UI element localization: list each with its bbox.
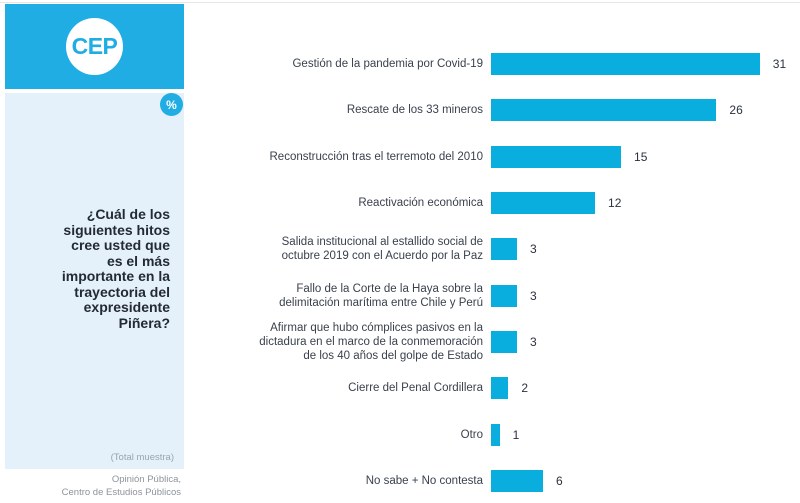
chart-row: No sabe + No contesta 6: [200, 469, 800, 492]
bar-chart: Gestión de la pandemia por Covid-19 31 R…: [200, 0, 800, 503]
bar-label: Afirmar que hubo cómplices pasivos en la…: [259, 321, 483, 362]
cep-logo-circle: CEP: [66, 18, 123, 75]
chart-row: Reactivación económica 12: [200, 191, 800, 214]
bar-label: Gestión de la pandemia por Covid-19: [292, 58, 483, 70]
percent-badge-icon: %: [160, 93, 183, 116]
bar: [491, 238, 517, 261]
chart-row: Rescate de los 33 mineros 26: [200, 99, 800, 122]
bar-label: Otro: [460, 428, 483, 441]
bar-label: Fallo de la Corte de la Haya sobre la de…: [279, 282, 483, 309]
survey-question: ¿Cuál de los siguientes hitos cree usted…: [61, 206, 170, 331]
bar-label: Salida institucional al estallido social…: [281, 236, 483, 263]
bar-value: 31: [772, 57, 787, 71]
question-panel: % ¿Cuál de los siguientes hitos cree ust…: [5, 93, 184, 469]
bar: [491, 330, 517, 353]
bar-label: Rescate de los 33 mineros: [346, 104, 483, 117]
source-credit: Opinión Pública, Centro de Estudios Públ…: [61, 474, 181, 498]
bar-label: Reactivación económica: [358, 196, 483, 209]
bar-value: 3: [530, 242, 537, 257]
bar: [491, 53, 760, 75]
bar-value: 26: [729, 103, 743, 118]
bar: [491, 284, 517, 307]
chart-row: Otro 1: [200, 423, 800, 446]
bar: [491, 191, 596, 214]
bar-value: 15: [634, 149, 648, 164]
chart-row: Salida institucional al estallido social…: [200, 235, 800, 263]
chart-row: Afirmar que hubo cómplices pasivos en la…: [200, 321, 800, 363]
cep-logo-block: CEP: [5, 4, 184, 89]
bar: [491, 99, 717, 122]
bar-value: 3: [530, 288, 537, 303]
chart-row: Reconstrucción tras el terremoto del 201…: [200, 145, 800, 168]
bar-label: Reconstrucción tras el terremoto del 201…: [269, 150, 484, 163]
bar: [491, 145, 622, 168]
bar: [491, 377, 509, 400]
bar: [491, 423, 500, 446]
bar-label: Cierre del Penal Cordillera: [348, 382, 483, 395]
bar: [491, 469, 544, 492]
total-sample-label: (Total muestra): [110, 452, 174, 463]
bar-value: 3: [530, 334, 537, 349]
bar-value: 6: [556, 473, 563, 488]
bar-value: 2: [521, 381, 529, 396]
bar-value: 12: [608, 195, 622, 210]
chart-row: Cierre del Penal Cordillera 2: [200, 377, 800, 400]
top-divider: [0, 2, 800, 3]
bar-value: 1: [512, 427, 520, 442]
cep-logo-text: CEP: [71, 33, 118, 59]
chart-row: Gestión de la pandemia por Covid-19 31: [200, 53, 800, 75]
chart-row: Fallo de la Corte de la Haya sobre la de…: [200, 282, 800, 310]
bar-label: No sabe + No contesta: [365, 474, 483, 487]
